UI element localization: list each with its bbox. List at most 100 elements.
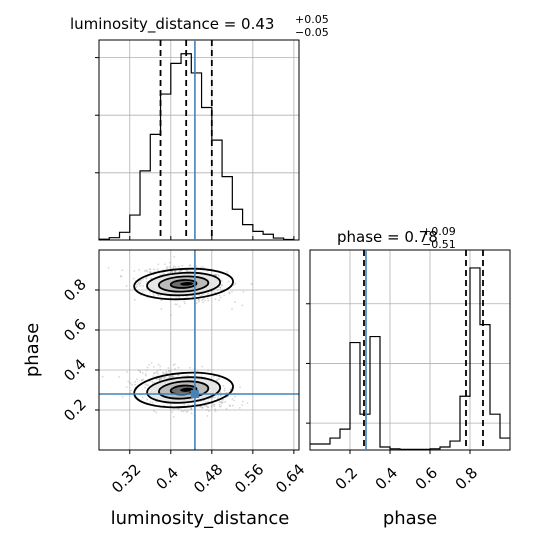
scatter-point xyxy=(233,399,236,402)
ld-title: luminosity_distance = 0.43 xyxy=(70,15,274,34)
scatter-point xyxy=(174,367,176,370)
scatter-point xyxy=(172,415,175,418)
scatter-point xyxy=(201,299,204,302)
scatter-point xyxy=(125,285,128,287)
scatter-point xyxy=(215,274,217,276)
scatter-point xyxy=(173,375,175,378)
scatter-point xyxy=(189,366,192,369)
scatter-point xyxy=(202,399,205,402)
scatter-point xyxy=(186,269,189,272)
scatter-point xyxy=(160,378,162,380)
scatter-point xyxy=(218,294,221,297)
scatter-point xyxy=(168,266,171,269)
scatter-point xyxy=(173,265,175,268)
scatter-point xyxy=(153,294,155,297)
scatter-point xyxy=(214,274,216,276)
scatter-point xyxy=(168,375,170,378)
scatter-point xyxy=(227,280,230,283)
joint-ytick-label-1: 0.4 xyxy=(60,355,90,385)
scatter-point xyxy=(219,391,222,394)
scatter-point xyxy=(139,282,142,284)
scatter-point xyxy=(145,280,148,283)
scatter-point xyxy=(202,301,204,304)
scatter-point xyxy=(140,379,143,382)
scatter-point xyxy=(241,304,244,307)
scatter-point xyxy=(217,274,220,277)
joint-ylabel: phase xyxy=(22,323,43,377)
scatter-point xyxy=(169,261,171,264)
joint-ytick-label-3: 0.8 xyxy=(60,275,90,305)
scatter-point xyxy=(207,406,209,409)
scatter-point xyxy=(179,269,182,272)
scatter-point xyxy=(155,371,158,374)
scatter-point xyxy=(218,377,221,380)
scatter-point xyxy=(152,365,155,368)
scatter-point xyxy=(219,286,222,289)
scatter-point xyxy=(174,270,177,272)
scatter-point xyxy=(214,410,217,413)
scatter-point xyxy=(177,408,180,410)
scatter-point xyxy=(231,308,233,310)
density-core xyxy=(180,282,194,286)
scatter-point xyxy=(125,386,128,389)
joint-xtick-label-2: 0.48 xyxy=(190,460,226,496)
scatter-point xyxy=(153,372,155,375)
scatter-point xyxy=(217,394,220,397)
phase-title-minus: −0.51 xyxy=(422,238,456,251)
scatter-point xyxy=(188,264,191,267)
panel-joint: 0.32 0.4 0.48 0.56 0.64 0.2 0.4 0.6 0.8 xyxy=(60,249,309,497)
joint-xtick-label-1: 0.4 xyxy=(152,464,182,494)
scatter-point xyxy=(127,380,130,383)
scatter-point xyxy=(231,404,234,407)
scatter-point xyxy=(202,298,205,301)
scatter-point xyxy=(131,383,134,386)
scatter-point xyxy=(144,374,147,377)
scatter-point xyxy=(144,383,147,385)
scatter-point xyxy=(214,298,217,301)
scatter-point xyxy=(222,398,225,401)
scatter-point xyxy=(164,376,167,379)
scatter-point xyxy=(171,410,174,413)
scatter-point xyxy=(213,396,216,399)
scatter-point xyxy=(140,379,143,382)
scatter-point xyxy=(218,403,221,406)
scatter-point xyxy=(186,409,189,412)
scatter-point xyxy=(159,294,162,297)
scatter-point xyxy=(215,379,218,382)
scatter-point xyxy=(146,366,149,369)
scatter-point xyxy=(173,271,176,273)
panel-ld-marginal xyxy=(95,39,300,241)
scatter-point xyxy=(139,370,142,373)
ld-title-minus: −0.05 xyxy=(295,26,329,39)
scatter-point xyxy=(204,400,207,403)
scatter-point xyxy=(196,370,199,372)
scatter-point xyxy=(148,291,151,293)
scatter-point xyxy=(234,282,237,285)
scatter-point xyxy=(184,409,187,412)
scatter-point xyxy=(178,305,181,308)
ld-frame xyxy=(98,39,300,241)
scatter-point xyxy=(155,378,158,381)
scatter-point xyxy=(169,370,172,372)
scatter-point xyxy=(147,384,150,387)
scatter-point xyxy=(141,285,144,287)
scatter-point xyxy=(208,410,210,412)
scatter-point xyxy=(121,395,124,398)
scatter-point xyxy=(136,283,139,286)
scatter-point xyxy=(212,404,214,407)
scatter-point xyxy=(166,266,169,268)
scatter-point xyxy=(160,308,163,310)
scatter-point xyxy=(202,266,204,269)
scatter-point xyxy=(223,294,226,297)
scatter-point xyxy=(155,400,158,403)
scatter-point xyxy=(153,410,156,412)
scatter-point xyxy=(150,277,153,279)
scatter-point xyxy=(162,371,164,374)
scatter-point xyxy=(195,302,198,305)
phase-title-plus: +0.09 xyxy=(422,225,456,238)
joint-ytick-label-2: 0.6 xyxy=(60,315,90,345)
scatter-point xyxy=(220,279,223,282)
scatter-point xyxy=(161,376,163,379)
scatter-point xyxy=(138,268,141,271)
